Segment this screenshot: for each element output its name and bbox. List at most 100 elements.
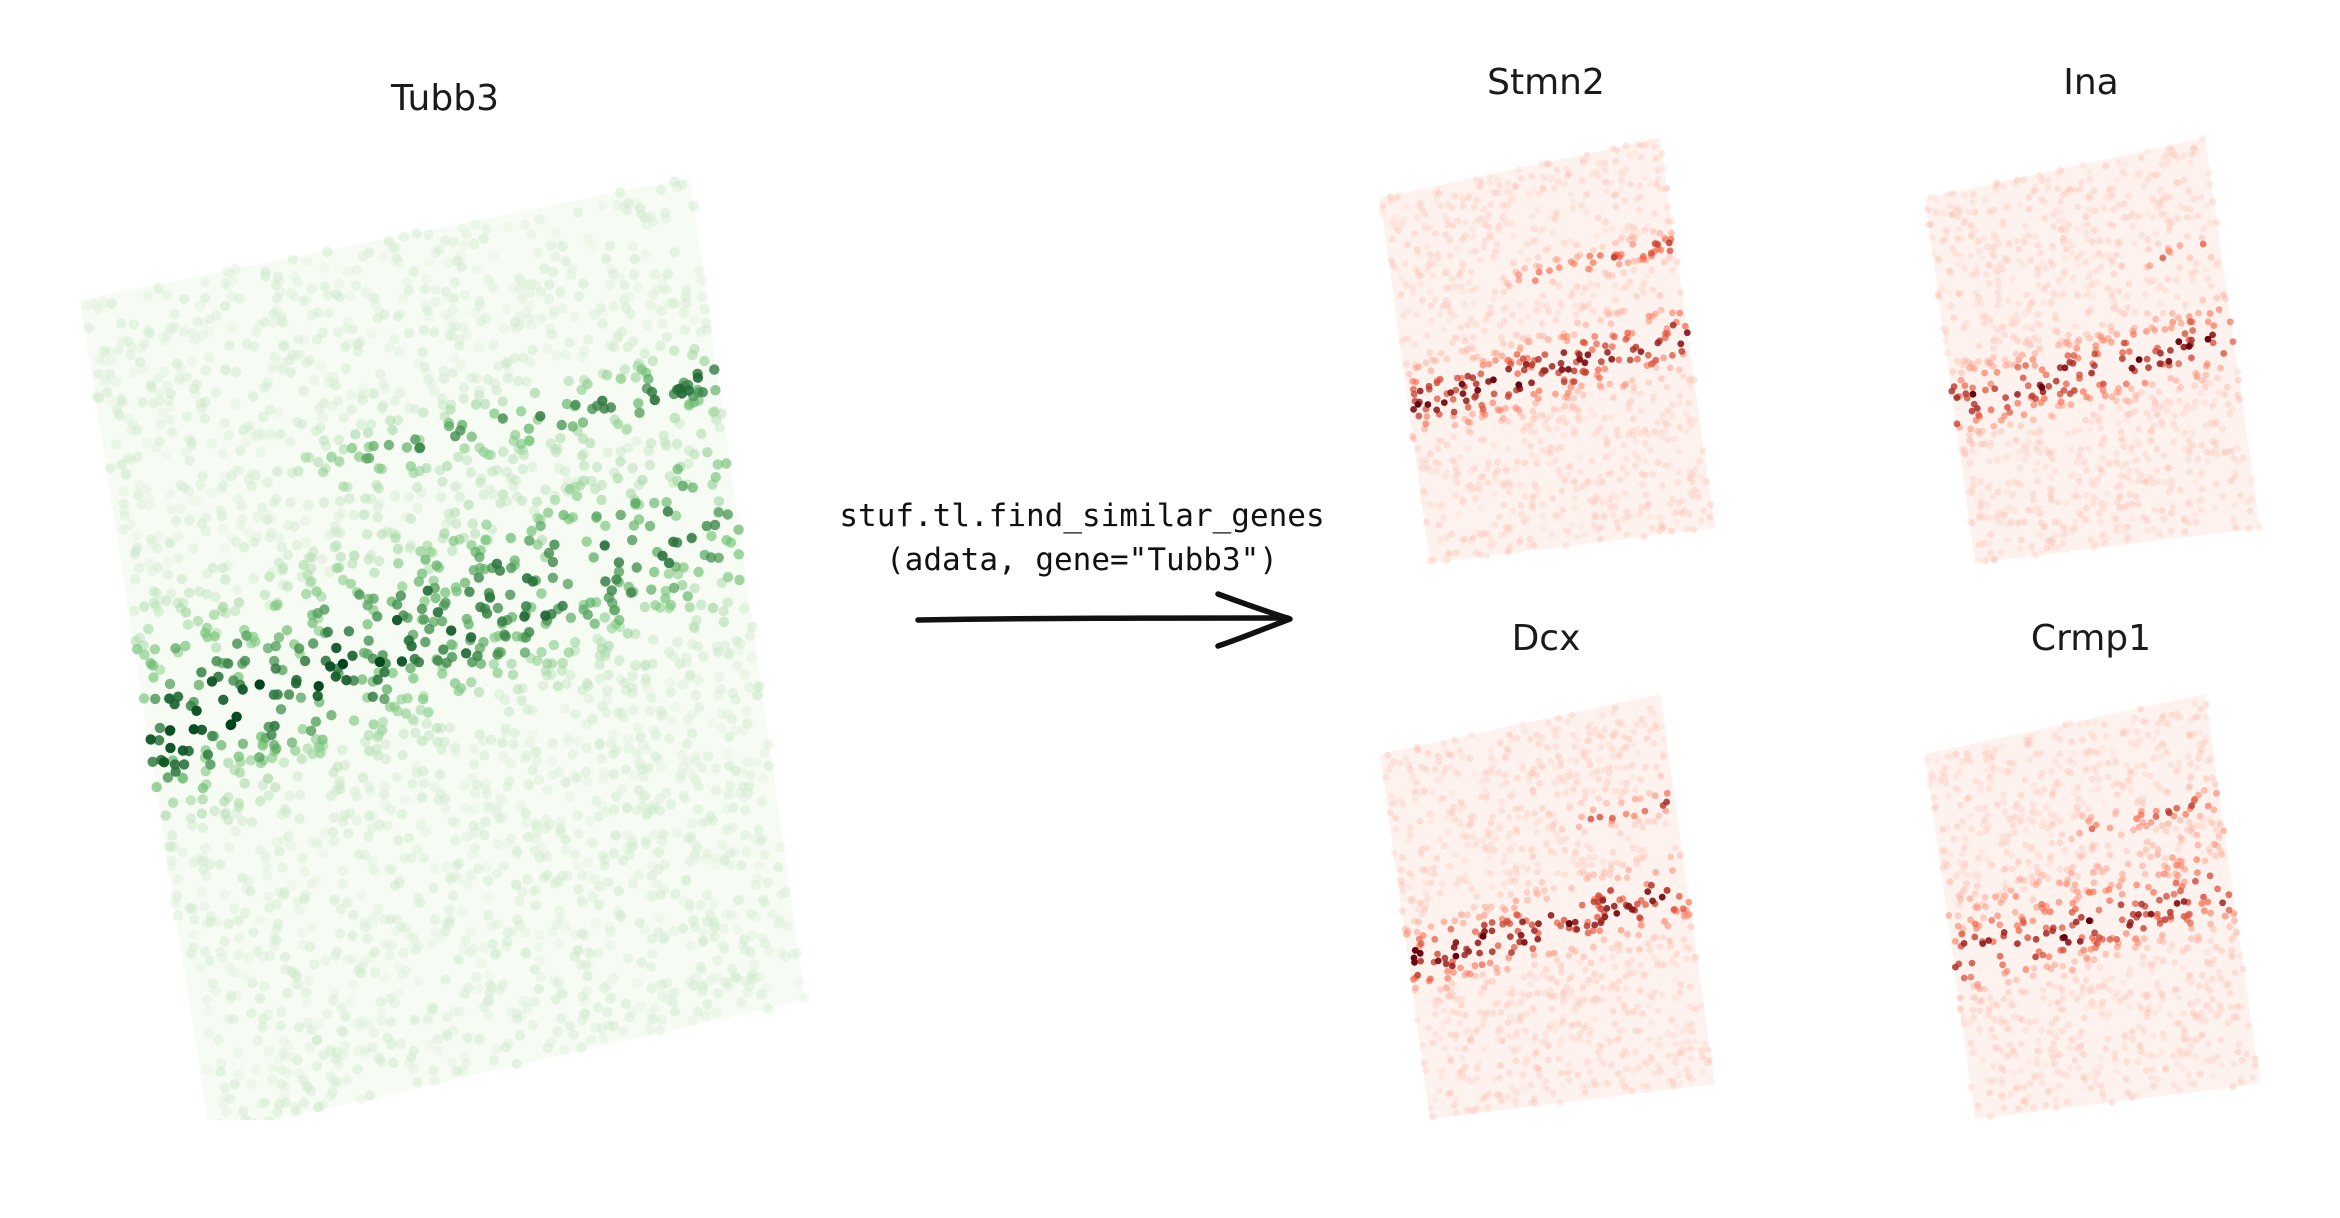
cell-spot bbox=[689, 849, 700, 860]
cell-spot bbox=[2068, 249, 2076, 257]
cell-spot bbox=[216, 483, 227, 495]
cell-spot bbox=[2031, 362, 2039, 369]
cell-spot bbox=[1579, 290, 1587, 298]
cell-spot bbox=[747, 930, 758, 941]
cell-spot bbox=[745, 947, 756, 958]
cell-spot bbox=[2235, 458, 2243, 466]
cell-spot bbox=[722, 982, 734, 994]
cell-spot bbox=[563, 647, 574, 658]
cell-spot bbox=[1463, 823, 1471, 831]
cell-spot bbox=[412, 502, 423, 514]
cell-spot bbox=[641, 810, 652, 821]
cell-spot bbox=[1623, 470, 1631, 478]
cell-spot bbox=[1576, 356, 1584, 363]
cell-spot bbox=[686, 639, 698, 650]
cell-spot bbox=[1500, 483, 1508, 491]
cell-spot bbox=[1641, 426, 1649, 434]
cell-spot bbox=[132, 542, 143, 553]
cell-spot bbox=[1515, 406, 1522, 413]
cell-spot bbox=[2181, 330, 2189, 338]
cell-spot bbox=[2195, 497, 2202, 505]
cell-spot bbox=[2051, 311, 2059, 319]
cell-spot bbox=[223, 1014, 234, 1025]
cell-spot bbox=[2105, 220, 2113, 227]
cell-spot bbox=[2161, 452, 2168, 459]
cell-spot bbox=[2020, 261, 2027, 269]
cell-spot bbox=[697, 937, 708, 948]
cell-spot bbox=[1669, 495, 1677, 503]
cell-spot bbox=[186, 494, 198, 505]
cell-spot bbox=[1552, 445, 1560, 452]
cell-spot bbox=[1630, 415, 1637, 423]
cell-spot bbox=[260, 851, 271, 863]
cell-spot bbox=[2163, 407, 2171, 415]
cell-spot bbox=[252, 531, 263, 542]
cell-spot bbox=[2116, 200, 2123, 208]
cell-spot bbox=[1951, 249, 1959, 257]
cell-spot bbox=[374, 819, 385, 830]
cell-spot bbox=[1535, 387, 1543, 395]
cell-spot bbox=[1640, 533, 1648, 541]
cell-spot bbox=[2183, 232, 2191, 240]
cell-spot bbox=[2004, 257, 2011, 265]
cell-spot bbox=[231, 711, 242, 722]
cell-spot bbox=[1465, 278, 1473, 286]
cell-spot bbox=[1516, 344, 1524, 351]
cell-spot bbox=[1573, 404, 1581, 412]
cell-spot bbox=[262, 643, 274, 654]
query-gene-title: Tubb3 bbox=[391, 78, 499, 119]
cell-spot bbox=[613, 707, 624, 718]
cell-spot bbox=[1511, 182, 1519, 190]
cell-spot bbox=[2076, 452, 2083, 460]
cell-spot bbox=[407, 778, 418, 789]
cell-spot bbox=[1452, 334, 1459, 341]
cell-spot bbox=[1604, 349, 1611, 356]
cell-spot bbox=[1419, 296, 1426, 304]
cell-spot bbox=[83, 322, 94, 334]
cell-spot bbox=[347, 558, 358, 569]
cell-spot bbox=[2129, 210, 2136, 217]
cell-spot bbox=[2146, 262, 2154, 270]
cell-spot bbox=[1626, 181, 1634, 188]
cell-spot bbox=[2188, 429, 2196, 437]
cell-spot bbox=[1419, 206, 1426, 213]
cell-spot bbox=[229, 1078, 240, 1090]
cell-spot bbox=[1468, 248, 1475, 256]
cell-spot bbox=[1974, 427, 1981, 435]
cell-spot bbox=[1626, 151, 1634, 159]
cell-spot bbox=[640, 659, 651, 670]
cell-spot bbox=[2029, 298, 2036, 305]
cell-spot bbox=[2168, 324, 2175, 332]
cell-spot bbox=[1502, 523, 1510, 531]
cell-spot bbox=[1968, 519, 1976, 527]
cell-spot bbox=[2108, 256, 2116, 264]
cell-spot bbox=[162, 772, 174, 783]
cell-spot bbox=[317, 412, 329, 423]
cell-spot bbox=[1990, 422, 1998, 430]
cell-spot bbox=[317, 327, 328, 338]
cell-spot bbox=[1450, 474, 1458, 481]
cell-spot bbox=[725, 860, 736, 871]
cell-spot bbox=[1481, 327, 1488, 335]
cell-spot bbox=[217, 562, 229, 574]
cell-spot bbox=[613, 557, 625, 568]
cell-spot bbox=[1448, 789, 1456, 797]
cell-spot bbox=[1658, 150, 1666, 158]
cell-spot bbox=[152, 373, 163, 384]
cell-spot bbox=[322, 246, 333, 258]
cell-spot bbox=[1992, 182, 1999, 190]
cell-spot bbox=[337, 816, 349, 827]
cell-spot bbox=[129, 549, 141, 560]
cell-spot bbox=[384, 864, 395, 875]
cell-spot bbox=[139, 601, 150, 612]
cell-spot bbox=[1629, 741, 1637, 748]
cell-spot bbox=[1612, 984, 1619, 992]
cell-spot bbox=[167, 427, 178, 438]
cell-spot bbox=[1570, 367, 1578, 375]
cell-spot bbox=[508, 283, 520, 294]
cell-spot bbox=[219, 889, 230, 900]
cell-spot bbox=[1414, 401, 1422, 408]
cell-spot bbox=[530, 279, 541, 290]
cell-spot bbox=[2007, 320, 2015, 328]
cell-spot bbox=[1675, 468, 1683, 476]
